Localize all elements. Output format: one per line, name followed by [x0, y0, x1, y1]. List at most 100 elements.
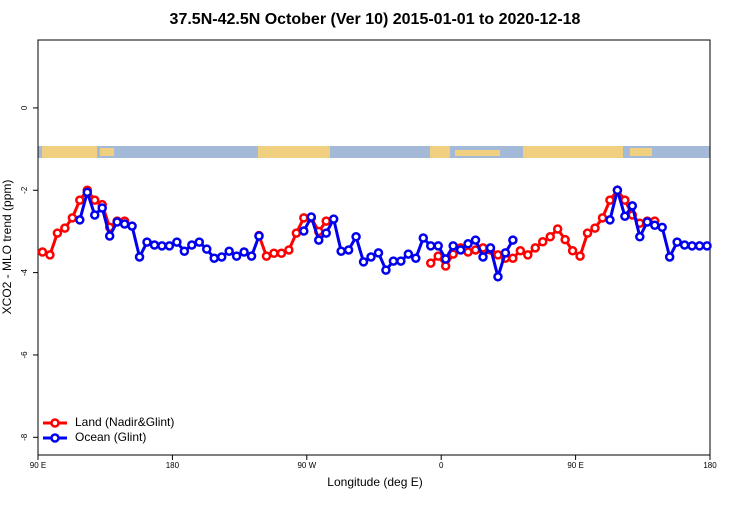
point: [485, 243, 496, 253]
point: [552, 224, 563, 234]
x-tick-label: 90 E: [30, 461, 46, 470]
point: [112, 217, 122, 227]
point: [134, 252, 145, 262]
point: [119, 219, 130, 229]
point: [612, 185, 623, 196]
point: [508, 253, 518, 263]
point: [560, 234, 570, 245]
point: [313, 235, 324, 245]
point: [605, 195, 615, 205]
point: [239, 247, 249, 257]
point: [679, 240, 690, 250]
point: [261, 251, 272, 261]
y-tick-label: -6: [20, 351, 29, 359]
point: [97, 203, 107, 213]
point: [448, 241, 458, 251]
point: [500, 248, 511, 258]
y-tick-label: -8: [20, 433, 29, 441]
point: [75, 215, 85, 225]
point: [284, 245, 294, 255]
point: [299, 213, 309, 223]
point: [37, 247, 48, 257]
point: [328, 214, 339, 224]
point: [343, 245, 354, 255]
x-axis-label: Longitude (deg E): [327, 475, 422, 489]
point: [590, 223, 600, 233]
point: [463, 247, 473, 257]
point: [694, 241, 705, 251]
point: [254, 231, 264, 241]
point: [455, 245, 466, 255]
x-tick-label: 180: [703, 461, 717, 470]
legend-marker: [50, 418, 60, 428]
point: [508, 235, 518, 245]
point: [523, 250, 533, 260]
point: [291, 228, 302, 238]
point: [366, 252, 376, 262]
point: [493, 271, 503, 282]
point: [649, 220, 660, 231]
point: [425, 241, 436, 251]
point: [597, 213, 608, 223]
point: [582, 228, 593, 238]
point: [687, 241, 697, 251]
point: [142, 237, 152, 247]
legend-label: Land (Nadir&Glint): [75, 415, 174, 429]
point: [672, 237, 682, 247]
point: [396, 256, 406, 266]
point: [388, 256, 399, 266]
point: [276, 248, 287, 259]
point: [336, 246, 346, 256]
point: [657, 222, 667, 233]
point: [545, 232, 555, 242]
point: [67, 213, 78, 223]
point: [411, 253, 421, 263]
x-tick-label: 90 E: [567, 461, 583, 470]
point: [567, 246, 578, 256]
point: [530, 243, 541, 253]
point: [642, 217, 653, 227]
point: [89, 195, 100, 205]
x-tick-label: 180: [166, 461, 180, 470]
point: [231, 251, 242, 261]
point: [45, 250, 55, 260]
point: [664, 252, 675, 262]
point: [164, 241, 175, 251]
point: [104, 231, 115, 241]
point: [60, 223, 70, 233]
point: [52, 228, 63, 238]
map-strip: [38, 146, 710, 158]
legend-marker: [50, 433, 60, 443]
point: [575, 251, 585, 261]
point: [187, 240, 197, 250]
point: [89, 210, 100, 220]
point: [82, 187, 93, 198]
point: [321, 228, 331, 238]
point: [127, 221, 137, 231]
point: [605, 215, 615, 225]
point: [306, 212, 317, 222]
point: [269, 248, 279, 259]
point: [149, 240, 160, 250]
point: [620, 211, 630, 221]
point: [403, 249, 414, 259]
point: [381, 265, 391, 275]
point: [433, 251, 443, 261]
point: [418, 233, 429, 243]
point: [470, 235, 481, 245]
point: [493, 250, 503, 260]
point: [373, 248, 384, 258]
x-tick-label: 0: [439, 461, 444, 470]
point: [351, 232, 361, 242]
point: [172, 237, 182, 247]
point: [201, 244, 212, 254]
y-tick-label: -2: [20, 186, 29, 194]
point: [537, 236, 548, 247]
y-tick-label: -4: [20, 269, 29, 277]
point: [209, 253, 219, 263]
point: [157, 241, 167, 251]
point: [75, 195, 85, 205]
y-axis-label: XCO2 - MLO trend (ppm): [0, 180, 14, 315]
point: [194, 237, 205, 247]
chart-title: 37.5N-42.5N October (Ver 10) 2015-01-01 …: [170, 11, 581, 28]
